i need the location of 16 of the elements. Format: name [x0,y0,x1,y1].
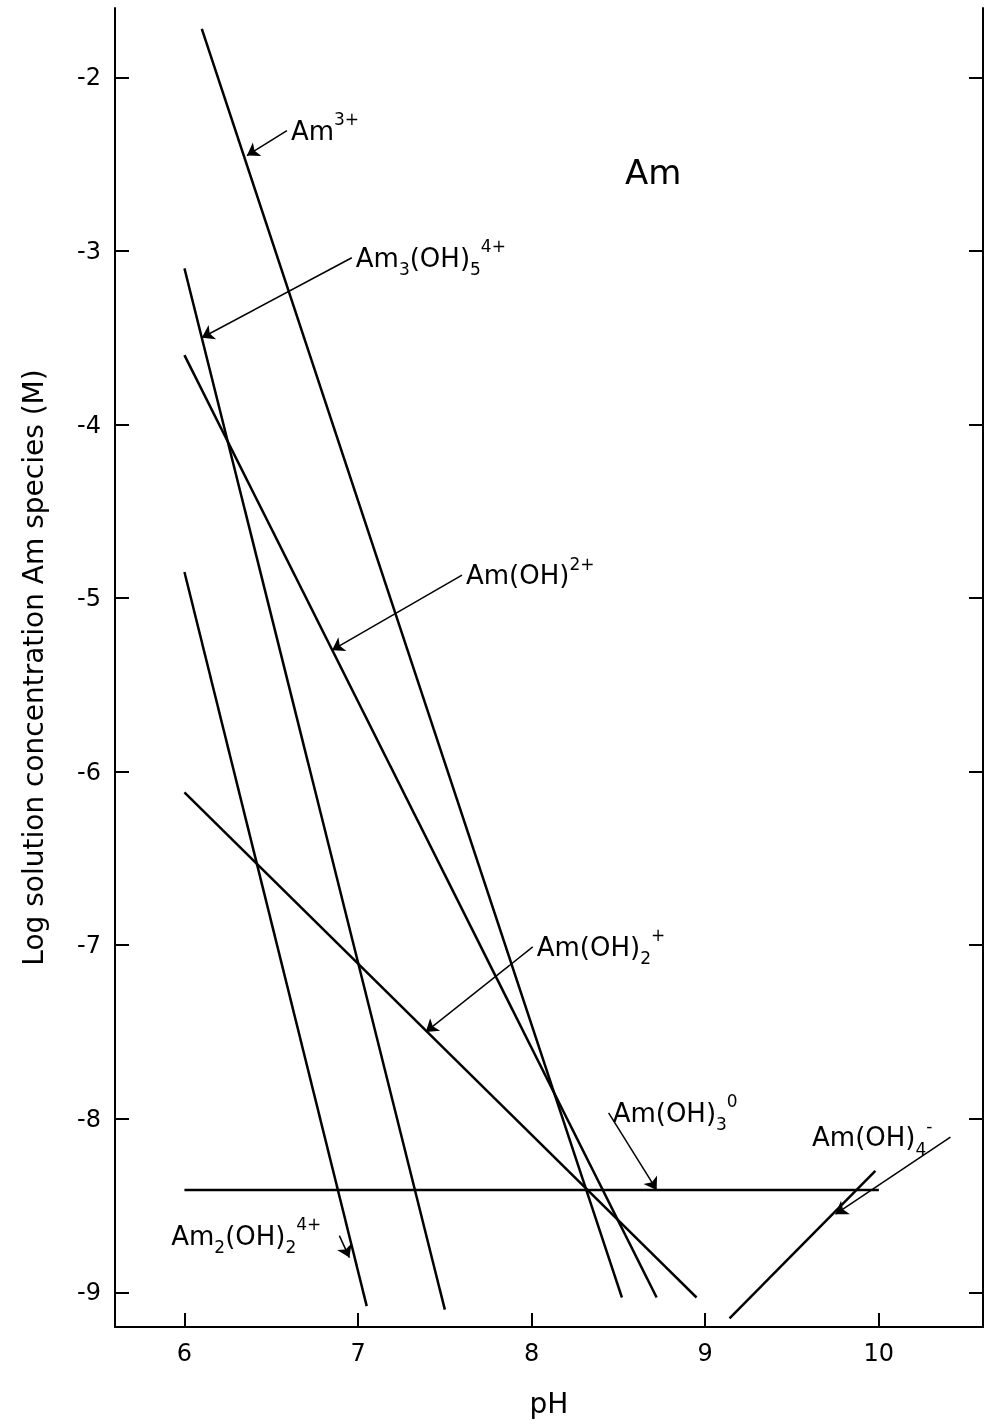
x-tick-label: 8 [524,1339,540,1367]
text: Am [625,152,682,192]
x-tick-label: 10 [863,1339,895,1367]
y-tick-label: -3 [77,236,101,265]
y-tick-label: -5 [77,584,101,613]
y-tick-label: -7 [77,931,101,960]
y-tick-label: -8 [77,1104,101,1133]
y-axis-title: Log solution concentration Am species (M) [16,369,50,966]
x-tick-label: 6 [176,1339,193,1367]
x-axis-title: pH [529,1386,569,1420]
x-tick-label: 9 [697,1339,713,1367]
x-tick-label: 7 [350,1339,366,1367]
y-tick-label: -4 [77,410,101,439]
y-tick-label: -6 [77,757,101,786]
y-tick-label: -9 [77,1278,101,1307]
y-tick-label: -2 [77,63,101,92]
